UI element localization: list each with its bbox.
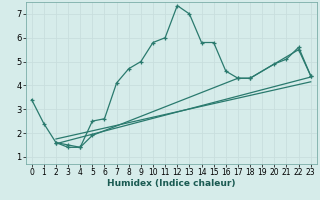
X-axis label: Humidex (Indice chaleur): Humidex (Indice chaleur) xyxy=(107,179,236,188)
